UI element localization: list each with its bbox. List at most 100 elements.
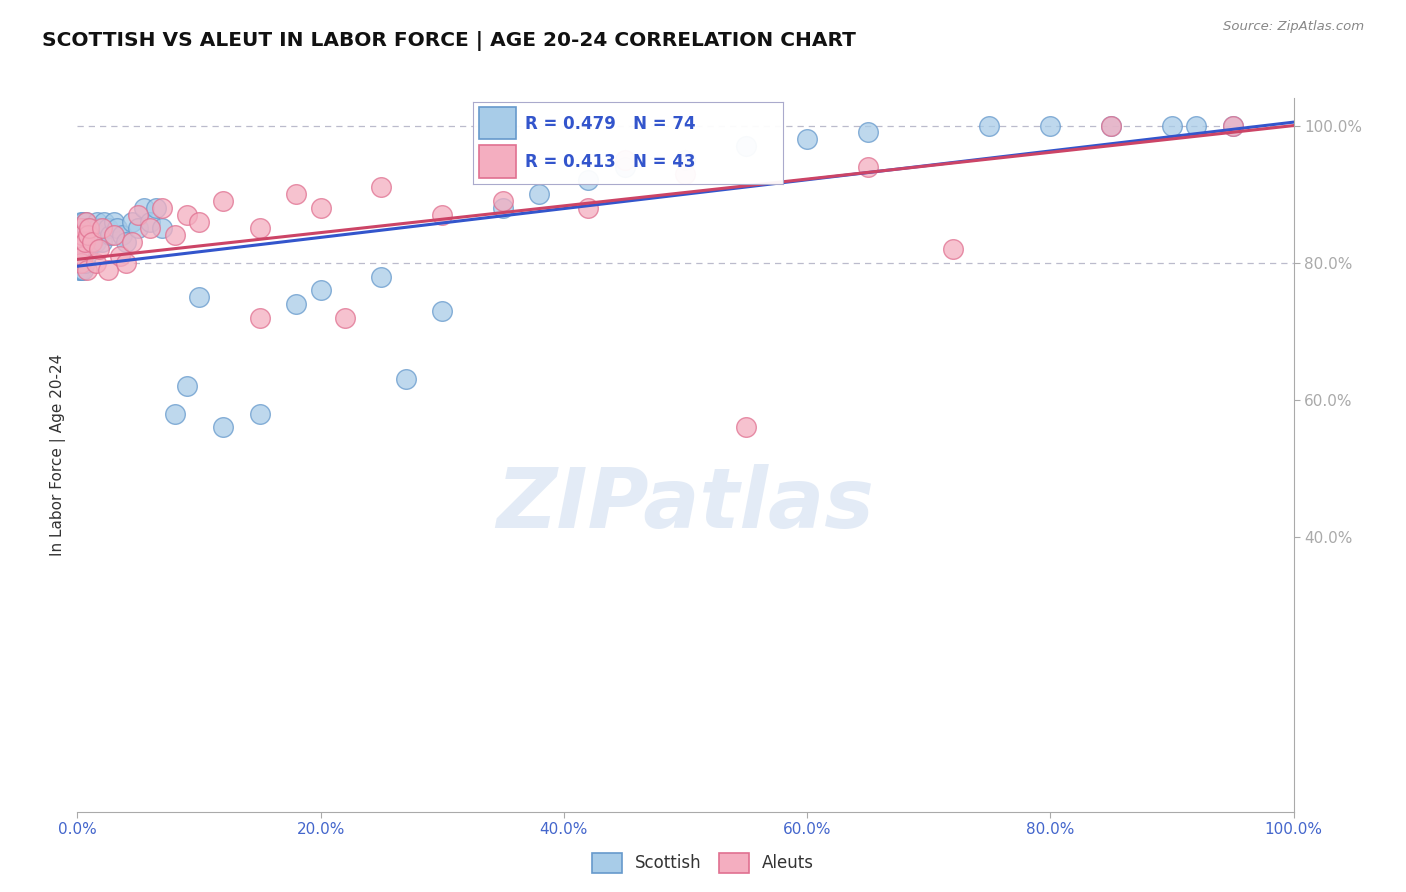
Point (163, 407, 186, 421)
Point (108, 249, 131, 263)
Text: Source: ZipAtlas.com: Source: ZipAtlas.com (1223, 20, 1364, 33)
Point (309, 201, 332, 215)
Point (98, 228, 121, 243)
Point (188, 214, 211, 228)
Point (333, 310, 356, 325)
Point (70, 228, 93, 243)
Point (492, 201, 515, 215)
Point (75, 249, 97, 263)
Point (176, 379, 198, 393)
Point (77, 228, 100, 243)
Point (69, 242, 91, 256)
Point (80, 235, 103, 250)
Point (1222, 119, 1244, 133)
Point (75, 228, 97, 243)
Point (69, 242, 91, 256)
Point (82, 221, 104, 235)
Point (163, 228, 186, 243)
Point (115, 256, 138, 270)
Point (529, 187, 551, 202)
Point (432, 208, 454, 222)
Point (1039, 119, 1062, 133)
Point (89, 242, 111, 256)
Point (79, 221, 101, 235)
Legend: Scottish, Aleuts: Scottish, Aleuts (585, 847, 821, 880)
Point (97, 221, 120, 235)
Point (76, 262, 98, 277)
Point (370, 269, 392, 284)
Point (1161, 119, 1184, 133)
Point (249, 221, 271, 235)
Point (79, 235, 101, 250)
Point (69, 256, 91, 270)
Point (152, 221, 174, 235)
Point (735, 420, 758, 434)
Point (121, 235, 143, 250)
Point (1099, 119, 1122, 133)
Point (70, 256, 93, 270)
Point (103, 214, 125, 228)
Point (576, 173, 599, 187)
Point (152, 201, 174, 215)
Point (80, 228, 103, 243)
Point (69, 221, 91, 235)
Point (75, 214, 97, 228)
Point (72, 249, 94, 263)
Point (942, 242, 965, 256)
Point (84, 235, 107, 250)
Point (212, 194, 235, 208)
Point (249, 407, 271, 421)
Point (86, 214, 108, 228)
Point (83, 228, 105, 243)
Point (111, 228, 134, 243)
Point (90, 221, 112, 235)
Point (856, 160, 879, 174)
Point (84, 256, 107, 270)
Point (249, 310, 271, 325)
Point (613, 160, 636, 174)
Point (72, 214, 94, 228)
Point (73, 221, 96, 235)
Point (139, 214, 162, 228)
Point (70, 228, 93, 243)
Point (90, 235, 112, 250)
Point (134, 201, 156, 215)
Point (75, 214, 97, 228)
Point (70, 235, 93, 250)
Point (675, 167, 697, 181)
Point (70, 221, 93, 235)
Point (127, 221, 149, 235)
Point (115, 235, 138, 250)
Point (70, 221, 93, 235)
Point (127, 208, 149, 222)
Point (76, 235, 98, 250)
Point (675, 153, 697, 167)
Point (139, 221, 162, 235)
Point (87, 221, 110, 235)
Point (73, 256, 96, 270)
Point (103, 228, 125, 243)
Point (73, 235, 96, 250)
Point (79, 221, 101, 235)
Point (70, 262, 93, 277)
Point (1185, 119, 1208, 133)
Point (492, 194, 515, 208)
Point (72, 249, 94, 263)
Point (856, 125, 879, 139)
Point (77, 228, 100, 243)
Text: SCOTTISH VS ALEUT IN LABOR FORCE | AGE 20-24 CORRELATION CHART: SCOTTISH VS ALEUT IN LABOR FORCE | AGE 2… (42, 31, 856, 51)
Y-axis label: In Labor Force | Age 20-24: In Labor Force | Age 20-24 (51, 354, 66, 556)
Point (76, 221, 98, 235)
Point (77, 242, 100, 256)
Point (97, 262, 120, 277)
Point (576, 201, 599, 215)
Point (121, 214, 143, 228)
Point (80, 235, 103, 250)
Point (145, 201, 167, 215)
Point (979, 119, 1001, 133)
Point (212, 420, 235, 434)
Point (1099, 119, 1122, 133)
Point (67, 235, 90, 250)
Point (176, 208, 198, 222)
Point (370, 180, 392, 194)
